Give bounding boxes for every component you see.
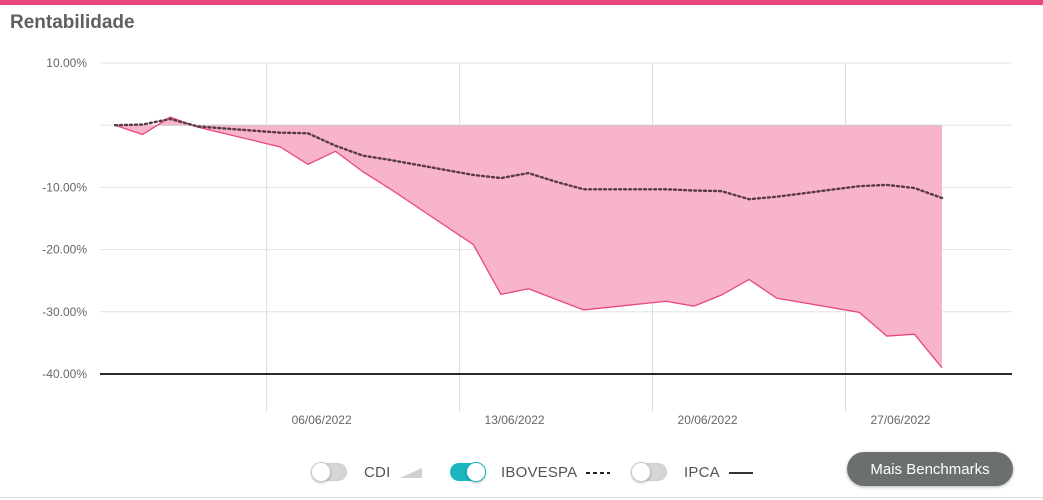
ibovespa-line <box>113 117 944 201</box>
y-tick-label: -40.00% <box>42 367 87 381</box>
legend-item-ibovespa[interactable]: IBOVESPA <box>450 459 611 485</box>
y-tick-label: 10.00% <box>46 56 87 70</box>
legend-label-ibovespa: IBOVESPA <box>501 463 578 481</box>
solid-line-icon <box>728 472 753 474</box>
divider <box>0 497 1043 498</box>
page-title: Rentabilidade <box>10 12 135 33</box>
ipca-toggle[interactable] <box>631 462 667 482</box>
x-tick-label: 13/06/2022 <box>485 413 545 427</box>
fund-line <box>114 116 943 369</box>
x-tick-label: 06/06/2022 <box>292 413 352 427</box>
legend-item-ipca[interactable]: IPCA <box>631 459 754 485</box>
accent-top-bar <box>0 0 1043 5</box>
fund-area <box>115 117 942 368</box>
ibovespa-toggle[interactable] <box>450 462 486 482</box>
cdi-toggle[interactable] <box>311 462 347 482</box>
legend-item-cdi[interactable]: CDI <box>311 459 424 485</box>
legend: CDI IBOVESPA IPCA <box>0 456 1043 490</box>
returns-chart: 10.00% -10.00% -20.00% -30.00% -40.00% 06/06… <box>42 56 1012 427</box>
legend-label-ipca: IPCA <box>684 463 720 481</box>
legend-label-cdi: CDI <box>364 463 391 481</box>
dashed-line-icon <box>586 472 611 474</box>
y-tick-label: -30.00% <box>42 305 87 319</box>
more-benchmarks-button[interactable]: Mais Benchmarks <box>847 452 1013 486</box>
cdi-area-icon <box>400 468 423 478</box>
x-tick-label: 27/06/2022 <box>870 413 930 427</box>
x-tick-label: 20/06/2022 <box>678 413 738 427</box>
y-tick-label: -20.00% <box>42 243 87 257</box>
y-tick-label: -10.00% <box>42 180 87 194</box>
